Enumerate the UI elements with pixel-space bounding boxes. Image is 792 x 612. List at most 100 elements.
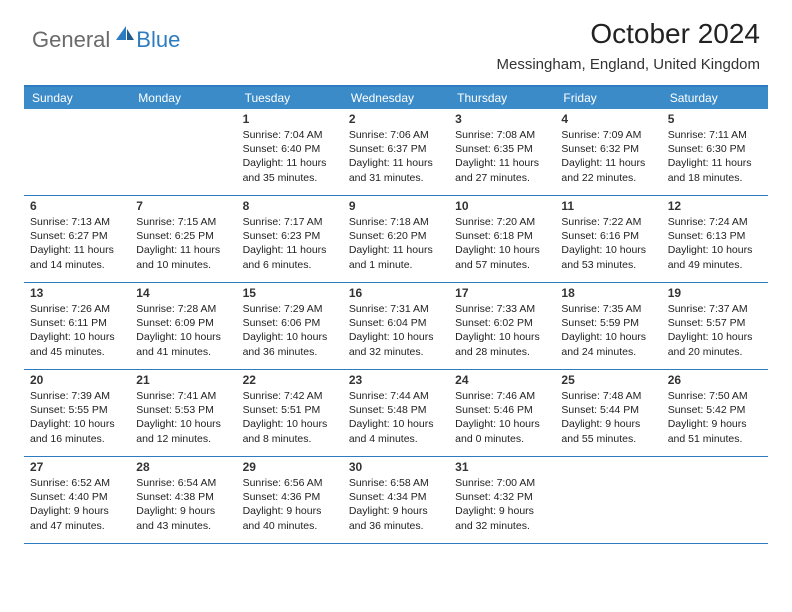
day-number: 29 (243, 460, 337, 474)
daylight-line: and 57 minutes. (455, 258, 549, 272)
daylight-line: and 1 minute. (349, 258, 443, 272)
daylight-line: Daylight: 10 hours (455, 243, 549, 257)
day-cell: 7Sunrise: 7:15 AMSunset: 6:25 PMDaylight… (130, 196, 236, 282)
daylight-line: and 0 minutes. (455, 432, 549, 446)
sunset-line: Sunset: 6:13 PM (668, 229, 762, 243)
logo-text-general: General (32, 27, 110, 53)
daylight-line: and 4 minutes. (349, 432, 443, 446)
daylight-line: and 45 minutes. (30, 345, 124, 359)
sunset-line: Sunset: 5:51 PM (243, 403, 337, 417)
sunrise-line: Sunrise: 7:22 AM (561, 215, 655, 229)
day-cell: 20Sunrise: 7:39 AMSunset: 5:55 PMDayligh… (24, 370, 130, 456)
location: Messingham, England, United Kingdom (497, 56, 760, 73)
daylight-line: Daylight: 11 hours (349, 243, 443, 257)
sunset-line: Sunset: 6:30 PM (668, 142, 762, 156)
daylight-line: and 40 minutes. (243, 519, 337, 533)
sunrise-line: Sunrise: 7:35 AM (561, 302, 655, 316)
day-number: 25 (561, 373, 655, 387)
weekday-row: SundayMondayTuesdayWednesdayThursdayFrid… (24, 87, 768, 109)
sunset-line: Sunset: 5:48 PM (349, 403, 443, 417)
sunset-line: Sunset: 6:27 PM (30, 229, 124, 243)
empty-cell (24, 109, 130, 195)
daylight-line: Daylight: 11 hours (243, 243, 337, 257)
day-number: 17 (455, 286, 549, 300)
sunset-line: Sunset: 5:53 PM (136, 403, 230, 417)
daylight-line: Daylight: 11 hours (136, 243, 230, 257)
daylight-line: and 20 minutes. (668, 345, 762, 359)
daylight-line: Daylight: 9 hours (349, 504, 443, 518)
week-row: 20Sunrise: 7:39 AMSunset: 5:55 PMDayligh… (24, 370, 768, 457)
day-number: 1 (243, 112, 337, 126)
day-cell: 9 Sunrise: 7:18 AMSunset: 6:20 PMDaylight… (343, 196, 449, 282)
sunset-line: Sunset: 5:57 PM (668, 316, 762, 330)
day-cell: 3Sunrise: 7:08 AMSunset: 6:35 PMDaylight… (449, 109, 555, 195)
sunset-line: Sunset: 6:37 PM (349, 142, 443, 156)
weekday-header: Tuesday (237, 87, 343, 109)
day-number: 21 (136, 373, 230, 387)
sunset-line: Sunset: 6:06 PM (243, 316, 337, 330)
sunrise-line: Sunrise: 7:46 AM (455, 389, 549, 403)
day-cell: 27Sunrise: 6:52 AMSunset: 4:40 PMDayligh… (24, 457, 130, 543)
sunrise-line: Sunrise: 7:09 AM (561, 128, 655, 142)
day-number: 20 (30, 373, 124, 387)
sunrise-line: Sunrise: 7:11 AM (668, 128, 762, 142)
day-cell: 23Sunrise: 7:44 AMSunset: 5:48 PMDayligh… (343, 370, 449, 456)
day-cell: 29Sunrise: 6:56 AMSunset: 4:36 PMDayligh… (237, 457, 343, 543)
sunrise-line: Sunrise: 7:04 AM (243, 128, 337, 142)
weekday-header: Thursday (449, 87, 555, 109)
day-number: 13 (30, 286, 124, 300)
daylight-line: and 35 minutes. (243, 171, 337, 185)
daylight-line: Daylight: 10 hours (349, 417, 443, 431)
day-cell: 22Sunrise: 7:42 AMSunset: 5:51 PMDayligh… (237, 370, 343, 456)
sunrise-line: Sunrise: 7:44 AM (349, 389, 443, 403)
daylight-line: and 31 minutes. (349, 171, 443, 185)
day-cell: 19Sunrise: 7:37 AMSunset: 5:57 PMDayligh… (662, 283, 768, 369)
daylight-line: and 10 minutes. (136, 258, 230, 272)
day-cell: 25Sunrise: 7:48 AMSunset: 5:44 PMDayligh… (555, 370, 661, 456)
sunrise-line: Sunrise: 7:18 AM (349, 215, 443, 229)
sunrise-line: Sunrise: 6:54 AM (136, 476, 230, 490)
daylight-line: Daylight: 10 hours (561, 330, 655, 344)
day-cell: 16Sunrise: 7:31 AMSunset: 6:04 PMDayligh… (343, 283, 449, 369)
day-cell: 31Sunrise: 7:00 AMSunset: 4:32 PMDayligh… (449, 457, 555, 543)
sunset-line: Sunset: 6:04 PM (349, 316, 443, 330)
day-cell: 5Sunrise: 7:11 AMSunset: 6:30 PMDaylight… (662, 109, 768, 195)
sunrise-line: Sunrise: 7:29 AM (243, 302, 337, 316)
sunset-line: Sunset: 6:25 PM (136, 229, 230, 243)
day-number: 10 (455, 199, 549, 213)
weekday-header: Saturday (662, 87, 768, 109)
sunrise-line: Sunrise: 7:37 AM (668, 302, 762, 316)
sunrise-line: Sunrise: 7:39 AM (30, 389, 124, 403)
daylight-line: Daylight: 11 hours (561, 156, 655, 170)
day-number: 6 (30, 199, 124, 213)
day-number: 4 (561, 112, 655, 126)
day-number: 28 (136, 460, 230, 474)
day-cell: 6Sunrise: 7:13 AMSunset: 6:27 PMDaylight… (24, 196, 130, 282)
sunrise-line: Sunrise: 7:24 AM (668, 215, 762, 229)
sunrise-line: Sunrise: 7:28 AM (136, 302, 230, 316)
sunrise-line: Sunrise: 6:56 AM (243, 476, 337, 490)
day-number: 9 (349, 199, 443, 213)
sunrise-line: Sunrise: 7:33 AM (455, 302, 549, 316)
sunset-line: Sunset: 5:59 PM (561, 316, 655, 330)
sunrise-line: Sunrise: 7:00 AM (455, 476, 549, 490)
daylight-line: and 51 minutes. (668, 432, 762, 446)
sunrise-line: Sunrise: 7:08 AM (455, 128, 549, 142)
logo: General Blue (32, 24, 180, 55)
sunrise-line: Sunrise: 7:48 AM (561, 389, 655, 403)
day-cell: 14Sunrise: 7:28 AMSunset: 6:09 PMDayligh… (130, 283, 236, 369)
daylight-line: Daylight: 10 hours (136, 330, 230, 344)
daylight-line: and 53 minutes. (561, 258, 655, 272)
daylight-line: Daylight: 11 hours (30, 243, 124, 257)
empty-cell (555, 457, 661, 543)
daylight-line: Daylight: 10 hours (668, 243, 762, 257)
daylight-line: Daylight: 9 hours (668, 417, 762, 431)
sunset-line: Sunset: 6:20 PM (349, 229, 443, 243)
day-cell: 17Sunrise: 7:33 AMSunset: 6:02 PMDayligh… (449, 283, 555, 369)
daylight-line: Daylight: 11 hours (455, 156, 549, 170)
daylight-line: and 8 minutes. (243, 432, 337, 446)
daylight-line: and 49 minutes. (668, 258, 762, 272)
sunset-line: Sunset: 5:46 PM (455, 403, 549, 417)
daylight-line: Daylight: 9 hours (30, 504, 124, 518)
sunrise-line: Sunrise: 7:41 AM (136, 389, 230, 403)
